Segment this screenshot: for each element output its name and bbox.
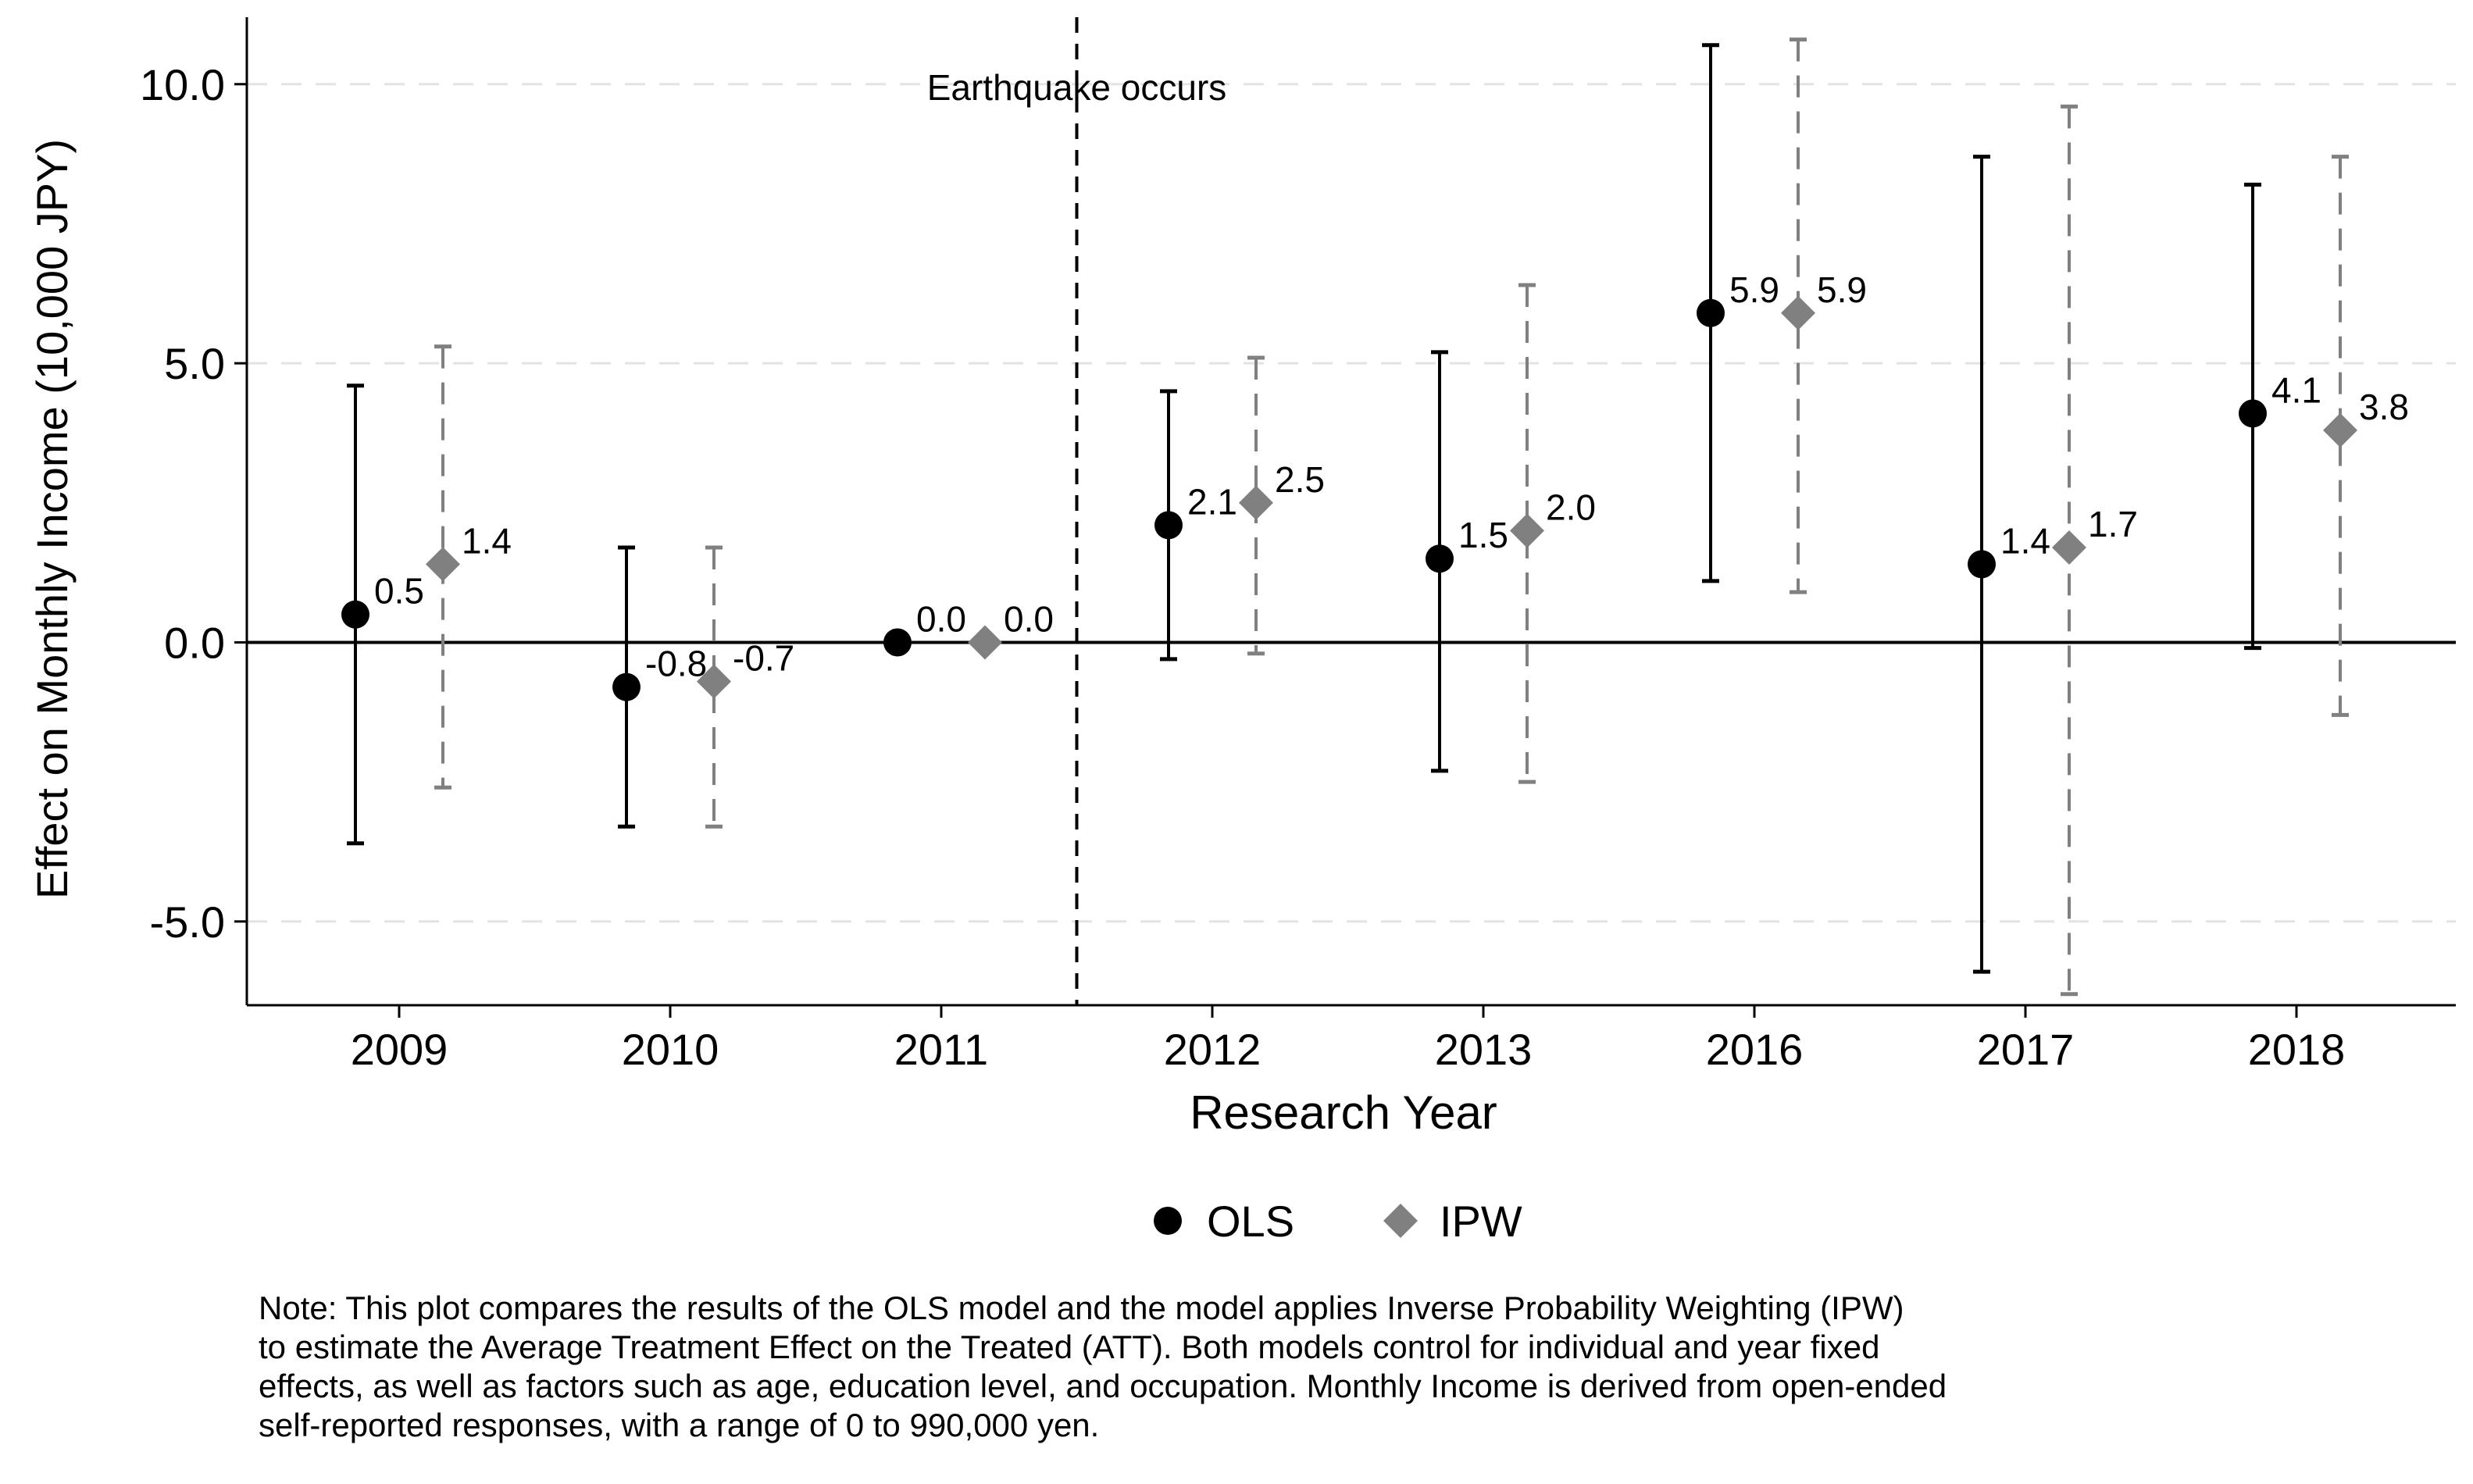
note-line: effects, as well as factors such as age,… <box>259 1368 1947 1404</box>
data-label-ipw: 1.4 <box>462 520 512 561</box>
point-ipw <box>1510 513 1544 548</box>
point-ols <box>883 628 912 657</box>
note-line: to estimate the Average Treatment Effect… <box>259 1329 1880 1365</box>
data-label-ipw: -0.7 <box>733 637 794 678</box>
legend-marker-ols <box>1154 1207 1182 1235</box>
y-tick-label: 5.0 <box>164 339 225 388</box>
data-label-ols: 2.1 <box>1187 481 1237 522</box>
data-label-ols: 1.5 <box>1458 515 1508 555</box>
data-label-ipw: 2.5 <box>1275 459 1325 500</box>
point-ipw <box>1239 485 1273 520</box>
data-label-ipw: 0.0 <box>1004 598 1054 639</box>
x-tick-label: 2016 <box>1706 1025 1804 1074</box>
point-ipw <box>2323 412 2357 448</box>
point-ipw <box>2052 530 2086 565</box>
data-label-ols: 5.9 <box>1729 269 1779 310</box>
legend-label-ipw: IPW <box>1440 1197 1522 1246</box>
point-ols <box>1968 550 1996 579</box>
x-tick-label: 2011 <box>894 1025 988 1074</box>
y-tick-label: -5.0 <box>150 897 226 947</box>
point-ols <box>341 600 369 629</box>
data-label-ols: 1.4 <box>2000 520 2050 561</box>
note-line: Note: This plot compares the results of … <box>259 1290 1904 1326</box>
y-axis-title: Effect on Monthly Income (10,000 JPY) <box>27 139 77 899</box>
y-tick-label: 0.0 <box>164 618 225 667</box>
data-label-ipw: 3.8 <box>2359 387 2409 427</box>
data-label-ols: 0.0 <box>916 598 966 639</box>
legend: OLS IPW <box>1154 1197 1522 1246</box>
data-label-ipw: 1.7 <box>2088 504 2138 544</box>
data-label-ols: 4.1 <box>2271 369 2321 410</box>
data-label-ipw: 5.9 <box>1817 269 1867 310</box>
point-ipw <box>1781 295 1815 330</box>
data-series: 0.5 -0.8 0.0 2.1 1.5 5.9 1.4 4.1 1.4 -0.7 0.0 2.5 2.… <box>341 37 2409 997</box>
data-label-ols: -0.8 <box>645 644 707 684</box>
legend-marker-ipw <box>1383 1204 1418 1238</box>
x-tick-label: 2009 <box>351 1025 448 1074</box>
x-tick-label: 2012 <box>1164 1025 1261 1074</box>
point-ols <box>2239 399 2267 428</box>
data-label-ipw: 2.0 <box>1546 487 1596 528</box>
y-tick-label: 10.0 <box>140 60 225 109</box>
note-text: Note: This plot compares the results of … <box>259 1289 2430 1445</box>
legend-item-ols: OLS <box>1154 1197 1294 1246</box>
x-tick-label: 2010 <box>622 1025 719 1074</box>
point-ipw <box>426 547 460 582</box>
point-ipw <box>697 664 731 699</box>
x-tick-label: 2017 <box>1977 1025 2075 1074</box>
earthquake-label: Earthquake occurs <box>927 67 1227 108</box>
reference-lines: Earthquake occurs <box>247 17 2456 1005</box>
legend-item-ipw: IPW <box>1383 1197 1522 1246</box>
x-axis-title: Research Year <box>1190 1086 1497 1139</box>
point-ols <box>1426 544 1454 573</box>
point-ols <box>1154 511 1183 540</box>
note-line: self-reported responses, with a range of… <box>259 1407 1100 1443</box>
legend-label-ols: OLS <box>1207 1197 1294 1246</box>
grid-lines <box>247 83 2456 923</box>
x-tick-label: 2018 <box>2248 1025 2346 1074</box>
x-tick-label: 2013 <box>1435 1025 1533 1074</box>
point-ipw <box>968 625 1002 660</box>
data-label-ols: 0.5 <box>374 571 424 612</box>
point-ols <box>612 672 641 701</box>
axes: -5.0 0.0 5.0 10.0 2009 2010 2011 2012 2013 2016 20… <box>27 17 2456 1139</box>
point-ols <box>1697 298 1725 327</box>
